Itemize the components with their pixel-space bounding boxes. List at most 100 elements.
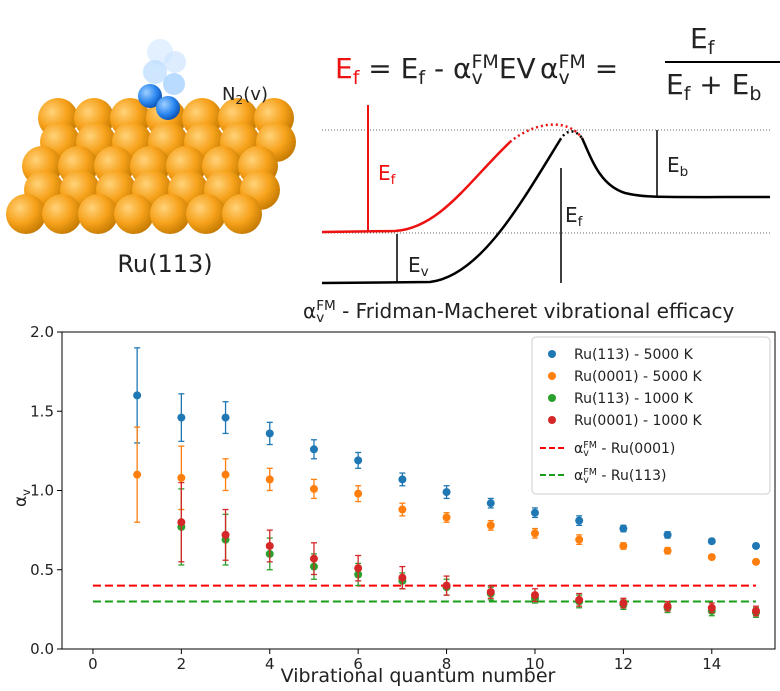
- equation-part: = E: [359, 52, 418, 85]
- energy-label-part: E: [378, 161, 391, 185]
- x-tick-label: 4: [265, 655, 275, 673]
- point: [707, 553, 716, 562]
- equation-part: E: [499, 52, 517, 85]
- legend-label-part: v: [583, 448, 589, 459]
- x-tick-label: 10: [525, 655, 544, 673]
- surface-atom: [186, 194, 226, 234]
- point: [265, 541, 274, 550]
- equation-numerator-part: E: [690, 22, 708, 55]
- molecule: [138, 39, 186, 120]
- point: [221, 413, 230, 422]
- ghost-atom: [143, 60, 167, 84]
- energy-label-part: E: [667, 153, 680, 177]
- equation-part: =: [586, 52, 618, 85]
- legend-label: αvFM - Ru(0001): [574, 440, 675, 460]
- point: [354, 564, 363, 573]
- caption: αvFM - Fridman-Macheret vibrational effi…: [303, 298, 735, 326]
- point: [221, 530, 230, 539]
- surface-atom: [6, 194, 46, 234]
- point: [354, 489, 363, 498]
- x-tick-label: 8: [442, 655, 452, 673]
- legend-label-part: α: [574, 468, 583, 484]
- legend-label-part: - Ru(0001): [597, 441, 675, 457]
- point: [530, 529, 539, 538]
- point: [751, 606, 760, 615]
- molecule-label: N2(v): [222, 84, 268, 107]
- equation-part: FM: [471, 51, 498, 73]
- equation-part: f: [353, 67, 361, 89]
- point: [751, 557, 760, 566]
- point: [221, 470, 230, 479]
- point: [663, 546, 672, 555]
- point: [309, 484, 318, 493]
- equation-part: α: [540, 52, 558, 85]
- x-tick-label: 0: [88, 655, 98, 673]
- point: [398, 505, 407, 514]
- y-tick-label: 1.0: [30, 482, 54, 500]
- red-curve-top: [509, 123, 584, 143]
- y-tick-label: 2.0: [30, 323, 54, 341]
- energy-label-part: v: [421, 264, 429, 280]
- energy-label-part: b: [680, 164, 689, 180]
- point: [177, 413, 186, 422]
- legend-label: αvFM - Ru(113): [574, 467, 667, 487]
- legend-label: Ru(0001) - 1000 K: [574, 413, 703, 429]
- energy-label-part: E: [565, 203, 578, 227]
- red-curve: [321, 141, 511, 234]
- y-axis-label: αv: [11, 489, 33, 507]
- point: [707, 537, 716, 546]
- ghost-atom: [164, 51, 186, 73]
- equation-numerator: Ef: [690, 22, 716, 59]
- surface-atom: [222, 194, 262, 234]
- y-tick-label: 0.5: [30, 561, 54, 579]
- legend-label: Ru(113) - 1000 K: [574, 391, 694, 407]
- equation-denominator-part: E: [666, 68, 684, 101]
- point: [663, 602, 672, 611]
- point: [575, 535, 584, 544]
- legend-label-part: FM: [583, 467, 597, 478]
- equation-part: v: [558, 67, 569, 89]
- equation-part: FM: [558, 51, 585, 73]
- energy-label: Ev: [408, 253, 429, 280]
- legend-label: Ru(113) - 5000 K: [574, 347, 694, 363]
- point: [177, 473, 186, 482]
- equation-numerator-part: f: [708, 37, 716, 59]
- atom: [156, 96, 180, 120]
- energy-label: Ef: [378, 161, 397, 188]
- energy-label: Eb: [667, 153, 688, 180]
- point: [619, 524, 628, 533]
- equation-part: V: [517, 52, 536, 85]
- point: [575, 595, 584, 604]
- point: [530, 591, 539, 600]
- y-tick-label: 1.5: [30, 402, 54, 420]
- energy-label-part: E: [408, 253, 421, 277]
- surface-illustration: [6, 98, 296, 234]
- x-axis-label: Vibrational quantum number: [281, 665, 556, 687]
- ghost-atom: [163, 73, 185, 95]
- equation-denominator-part: f: [684, 83, 692, 105]
- y-axis-label-part: α: [11, 496, 31, 507]
- point: [486, 499, 495, 508]
- equation-denominator-part: b: [749, 83, 761, 105]
- molecule-label-part: 2: [235, 93, 243, 107]
- surface-atom: [114, 194, 154, 234]
- point: [309, 445, 318, 454]
- surface-label: Ru(113): [117, 250, 212, 278]
- equation-part: - α: [425, 52, 471, 85]
- point: [133, 391, 142, 400]
- point: [619, 599, 628, 608]
- equation-denominator: Ef + Eb: [666, 68, 761, 105]
- point: [265, 429, 274, 438]
- surface-atom: [150, 194, 190, 234]
- equation-denominator-part: + E: [690, 68, 749, 101]
- point: [751, 541, 760, 550]
- legend-marker: [548, 394, 556, 402]
- legend-label-part: FM: [583, 440, 597, 451]
- surface-atom: [78, 194, 118, 234]
- x-tick-label: 6: [353, 655, 363, 673]
- point: [309, 554, 318, 563]
- point: [442, 513, 451, 522]
- point: [398, 573, 407, 582]
- point: [575, 516, 584, 525]
